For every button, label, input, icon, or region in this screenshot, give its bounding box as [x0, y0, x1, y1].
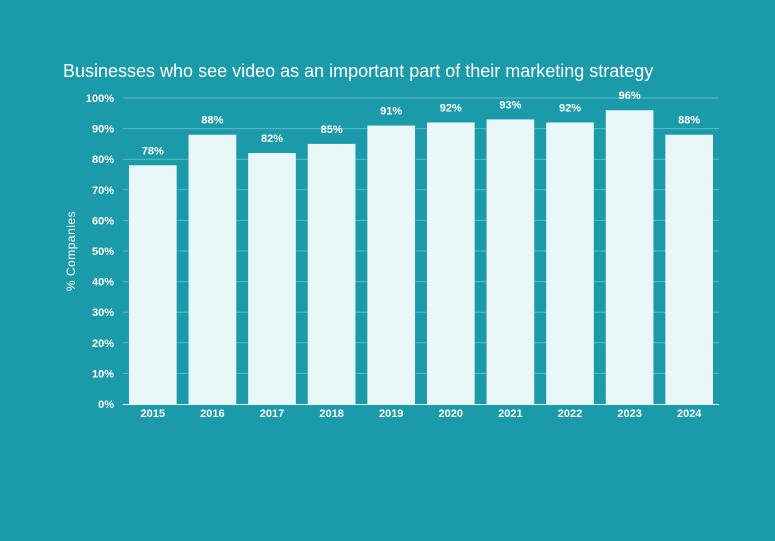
y-tick-label: 10%: [92, 368, 114, 380]
y-tick-label: 20%: [92, 338, 114, 350]
y-tick-label: 80%: [92, 154, 114, 166]
bar-2018: [307, 143, 356, 404]
x-tick-label: 2017: [260, 408, 284, 420]
y-tick-label: 30%: [92, 307, 114, 319]
x-tick-label: 2018: [319, 408, 343, 420]
data-label: 88%: [678, 115, 700, 127]
y-tick-label: 70%: [92, 185, 114, 197]
bars: [128, 110, 714, 405]
y-tick-label: 90%: [92, 124, 114, 136]
x-tick-label: 2015: [141, 408, 165, 420]
bar-2023: [605, 110, 654, 405]
data-label: 93%: [499, 99, 521, 111]
data-label: 92%: [440, 102, 462, 114]
data-labels: 78% 88% 82% 85% 91% 92% 93% 92% 96% 88%: [142, 90, 701, 157]
x-tick-label: 2024: [677, 408, 702, 420]
data-label: 96%: [619, 90, 641, 102]
x-tick-label: 2020: [439, 408, 463, 420]
y-tick-label: 0%: [98, 399, 114, 411]
x-axis-ticks: 2015 2016 2017 2018 2019 2020 2021 2022 2023 2024: [141, 408, 703, 420]
data-label: 92%: [559, 102, 581, 114]
data-label: 78%: [142, 145, 164, 157]
y-tick-label: 50%: [92, 246, 114, 258]
bar-2016: [188, 134, 237, 404]
bar-2022: [546, 122, 594, 404]
x-tick-label: 2023: [617, 408, 641, 420]
y-axis-ticks: 0% 10% 20% 30% 40% 50% 60% 70% 80% 90% 100%: [86, 93, 114, 411]
x-tick-label: 2022: [558, 408, 582, 420]
data-label: 88%: [201, 115, 223, 127]
x-tick-label: 2019: [379, 408, 403, 420]
x-tick-label: 2016: [200, 408, 224, 420]
x-tick-label: 2021: [498, 408, 522, 420]
data-label: 91%: [380, 106, 402, 118]
bar-2021: [486, 119, 535, 405]
bar-2017: [248, 153, 296, 404]
bar-2024: [665, 134, 714, 404]
bar-2019: [367, 125, 416, 404]
bar-2015: [128, 165, 177, 404]
data-label: 85%: [321, 124, 343, 136]
data-label: 82%: [261, 133, 283, 145]
y-axis-label: % Companies: [64, 211, 78, 291]
chart-title: Businesses who see video as an important…: [63, 61, 653, 81]
y-tick-label: 100%: [86, 93, 114, 105]
y-tick-label: 40%: [92, 277, 114, 289]
bar-2020: [426, 122, 475, 404]
y-tick-label: 60%: [92, 215, 114, 227]
